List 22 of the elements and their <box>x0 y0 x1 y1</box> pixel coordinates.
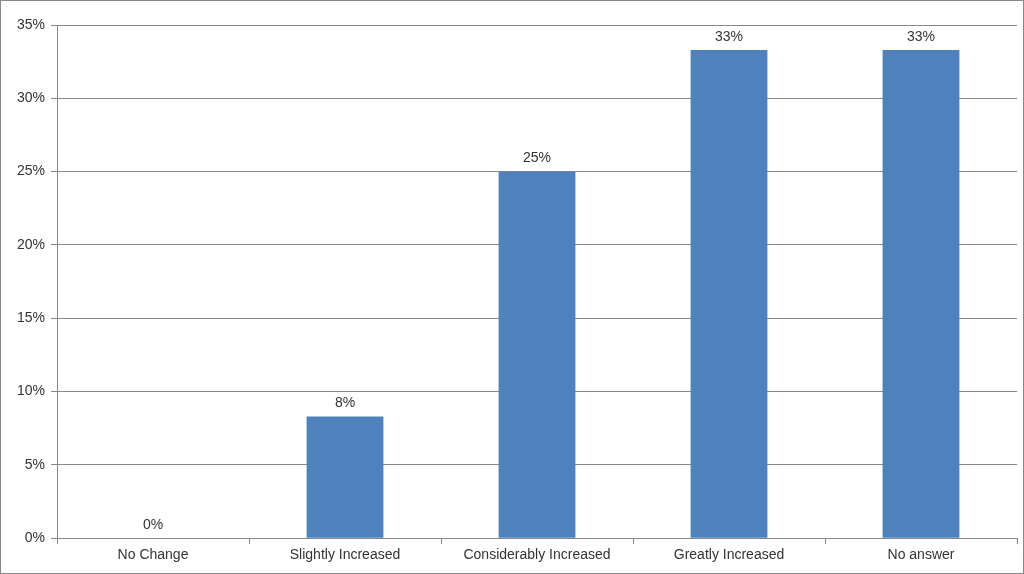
data-label: 25% <box>522 149 552 166</box>
y-tick-label: 25% <box>16 162 46 179</box>
data-label: 8% <box>334 394 356 411</box>
data-label: 0% <box>142 516 164 533</box>
y-tick-label: 30% <box>16 89 46 106</box>
x-tick-label: Considerably Increased <box>463 546 611 563</box>
y-tick-label: 0% <box>24 529 46 546</box>
x-tick-label: Greatly Increased <box>673 546 785 563</box>
y-tick-label: 5% <box>24 455 46 472</box>
bar <box>690 49 768 538</box>
bar <box>498 171 576 538</box>
x-tick-label: No Change <box>117 546 189 563</box>
x-tick-label: Slightly Increased <box>289 546 401 563</box>
y-tick-label: 15% <box>16 309 46 326</box>
x-tick-label: No answer <box>887 546 955 563</box>
y-tick-label: 20% <box>16 235 46 252</box>
bar <box>882 49 960 538</box>
y-tick-label: 35% <box>16 15 46 32</box>
y-tick-label: 10% <box>16 382 46 399</box>
data-label: 33% <box>906 27 936 44</box>
bar <box>306 416 384 538</box>
data-label: 33% <box>714 27 744 44</box>
